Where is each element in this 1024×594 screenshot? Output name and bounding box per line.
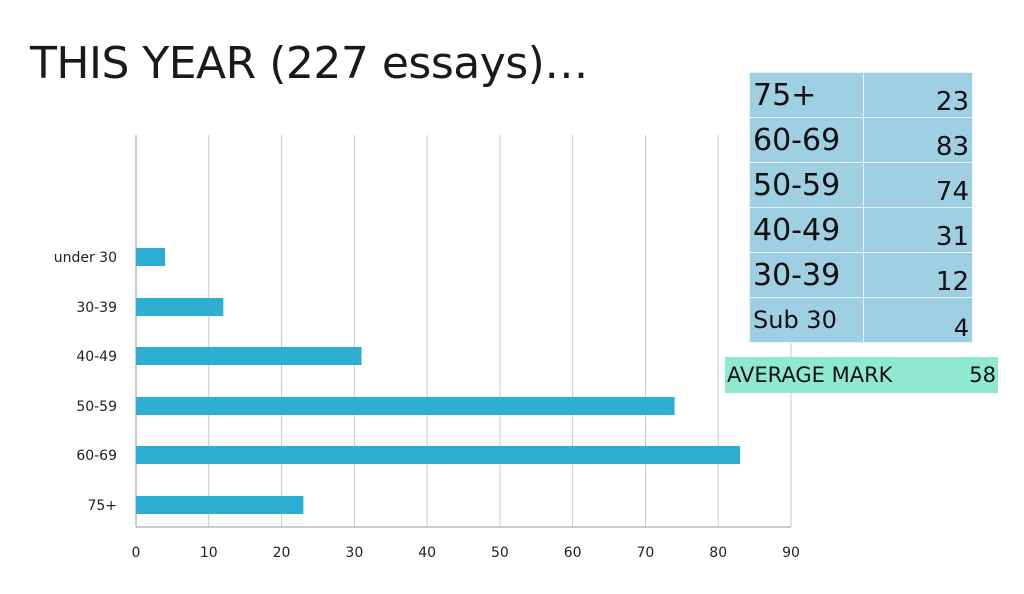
band-label: 75+ [749, 72, 864, 118]
category-label: 60-69 [76, 448, 117, 464]
category-label: under 30 [54, 250, 117, 266]
x-tick-label: 30 [345, 545, 363, 561]
average-mark-box: AVERAGE MARK 58 [725, 357, 998, 393]
average-mark-value: 58 [969, 363, 996, 387]
x-tick-label: 70 [637, 545, 655, 561]
bar [136, 496, 304, 514]
table-row: Sub 30 4 [749, 297, 973, 343]
table-row: 30-39 12 [749, 252, 973, 298]
mark-distribution-table: 75+ 23 60-69 83 50-59 74 40-49 31 30-39 12 Su… [749, 72, 973, 343]
x-tick-label: 0 [132, 545, 141, 561]
band-count: 31 [863, 207, 973, 253]
bar [136, 446, 741, 464]
bar [136, 397, 675, 415]
table-row: 60-69 83 [749, 117, 973, 163]
x-tick-label: 90 [782, 545, 800, 561]
bar [136, 347, 362, 365]
x-tick-label: 40 [418, 545, 436, 561]
band-label: 60-69 [749, 117, 864, 163]
table-row: 40-49 31 [749, 207, 973, 253]
band-count: 12 [863, 252, 973, 298]
band-label: 30-39 [749, 252, 864, 298]
x-tick-label: 60 [564, 545, 582, 561]
table-row: 75+ 23 [749, 72, 973, 118]
bar [136, 248, 166, 266]
category-label: 50-59 [76, 399, 117, 415]
band-label: 50-59 [749, 162, 864, 208]
category-label: 30-39 [76, 300, 117, 316]
category-label: 75+ [87, 498, 117, 514]
slide-title: THIS YEAR (227 essays)… [30, 38, 588, 89]
average-mark-label: AVERAGE MARK [727, 363, 893, 387]
band-count: 74 [863, 162, 973, 208]
category-label: 40-49 [76, 349, 117, 365]
x-tick-label: 20 [273, 545, 291, 561]
band-label: 40-49 [749, 207, 864, 253]
band-count: 83 [863, 117, 973, 163]
table-row: 50-59 74 [749, 162, 973, 208]
band-count: 23 [863, 72, 973, 118]
band-label: Sub 30 [749, 297, 864, 343]
bar [136, 298, 224, 316]
x-tick-label: 80 [709, 545, 727, 561]
x-tick-label: 50 [491, 545, 509, 561]
x-tick-label: 10 [200, 545, 218, 561]
band-count: 4 [863, 297, 973, 343]
